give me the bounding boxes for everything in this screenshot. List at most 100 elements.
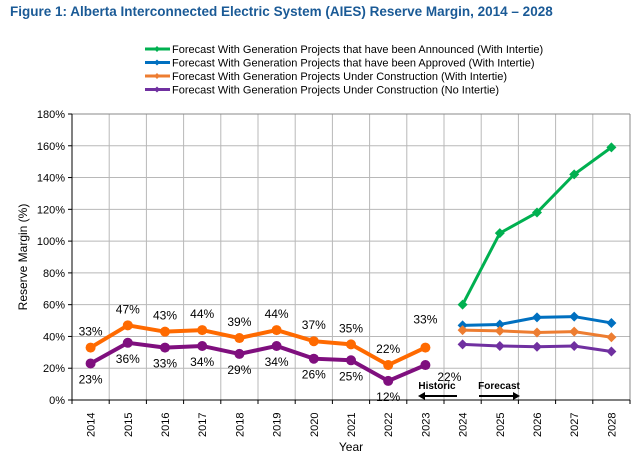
historic-point [346, 355, 356, 366]
historic-point [234, 333, 245, 344]
legend-marker [154, 46, 160, 52]
x-tick-label: 2026 [532, 413, 544, 437]
forecast-point [494, 325, 505, 336]
historic-point [420, 360, 431, 371]
data-label: 43% [153, 309, 177, 323]
historic-point [197, 325, 208, 336]
x-tick-label: 2017 [197, 413, 209, 437]
historic-point [122, 320, 133, 331]
historic-point [122, 337, 133, 348]
historic-point [420, 342, 431, 353]
y-axis-label: Reserve Margin (%) [16, 204, 30, 311]
forecast-point [532, 312, 542, 323]
forecast-point [494, 319, 505, 330]
legend-label: Forecast With Generation Projects that h… [172, 58, 535, 70]
x-tick-label: 2022 [383, 413, 395, 437]
data-label: 47% [116, 302, 140, 316]
x-tick-label: 2019 [272, 413, 284, 437]
forecast-point [569, 326, 580, 337]
x-tick-label: 2014 [86, 413, 98, 437]
y-tick-label: 180% [37, 109, 65, 121]
data-label: 39% [227, 315, 251, 329]
historic-point [234, 348, 245, 359]
forecast-line [461, 146, 613, 306]
data-label: 44% [190, 307, 214, 321]
forecast-arrow-head [513, 392, 520, 400]
x-tick-label: 2016 [160, 413, 172, 437]
data-label: 34% [265, 355, 289, 369]
historic-point [160, 326, 170, 337]
forecast-point [494, 340, 505, 351]
legend-marker [154, 73, 160, 79]
data-label: 33% [153, 357, 177, 371]
forecast-point [569, 340, 580, 351]
data-label: 33% [413, 313, 437, 327]
historic-point [346, 339, 356, 350]
forecast-point [569, 311, 580, 322]
forecast-point [606, 317, 617, 328]
forecast-point [606, 332, 617, 343]
data-label: 33% [79, 325, 103, 339]
x-tick-label: 2015 [123, 413, 135, 437]
forecast-point [606, 346, 617, 357]
historic-annotation: Historic [418, 381, 456, 392]
forecast-point [532, 327, 542, 338]
historic-point [271, 325, 282, 336]
legend-marker [154, 59, 160, 66]
data-label: 34% [190, 355, 214, 369]
data-label: 22% [376, 342, 400, 356]
x-tick-label: 2020 [309, 413, 321, 437]
x-axis-label: Year [339, 440, 363, 454]
legend-label: Forecast With Generation Projects that h… [172, 44, 543, 56]
y-tick-label: 160% [37, 141, 65, 153]
historic-point [383, 360, 394, 371]
data-label: 23% [79, 372, 103, 386]
forecast-point [606, 142, 617, 153]
y-tick-label: 140% [37, 173, 65, 185]
legend-marker [154, 86, 160, 93]
y-tick-label: 0% [49, 395, 65, 407]
y-tick-label: 40% [43, 331, 65, 343]
x-tick-label: 2028 [606, 413, 618, 437]
x-tick-label: 2021 [346, 413, 358, 437]
historic-point [160, 342, 170, 353]
y-tick-label: 60% [43, 300, 65, 312]
historic-point [308, 336, 319, 347]
historic-point [308, 353, 319, 364]
legend-label: Forecast With Generation Projects Under … [172, 71, 507, 83]
data-label: 25% [339, 369, 363, 383]
y-tick-label: 100% [37, 236, 65, 248]
forecast-point [494, 228, 505, 239]
historic-point [383, 375, 394, 386]
x-tick-label: 2025 [495, 413, 507, 437]
forecast-point [457, 339, 468, 350]
forecast-point [532, 341, 542, 352]
x-tick-label: 2024 [458, 413, 470, 437]
historic-point [197, 340, 208, 351]
forecast-point [532, 207, 542, 218]
historic-arrow-head [418, 392, 425, 400]
data-label: 26% [302, 368, 326, 382]
historic-line [89, 323, 427, 368]
forecast-point [457, 299, 468, 310]
data-label: 37% [302, 318, 326, 332]
historic-point [85, 342, 96, 353]
historic-point [271, 340, 282, 351]
figure-title: Figure 1: Alberta Interconnected Electri… [10, 4, 553, 19]
historic-point [85, 358, 96, 369]
data-label: 12% [376, 390, 400, 404]
legend-label: Forecast With Generation Projects Under … [172, 85, 499, 97]
x-tick-label: 2027 [569, 413, 581, 437]
y-tick-label: 80% [43, 268, 65, 280]
forecast-point [457, 325, 468, 336]
data-label: 29% [227, 363, 251, 377]
forecast-annotation: Forecast [478, 381, 520, 392]
x-tick-label: 2018 [234, 413, 246, 437]
data-label: 35% [339, 321, 363, 335]
y-tick-label: 120% [37, 204, 65, 216]
data-label: 36% [116, 352, 140, 366]
x-tick-label: 2023 [420, 413, 432, 437]
y-tick-label: 20% [43, 363, 65, 375]
data-label: 44% [265, 307, 289, 321]
